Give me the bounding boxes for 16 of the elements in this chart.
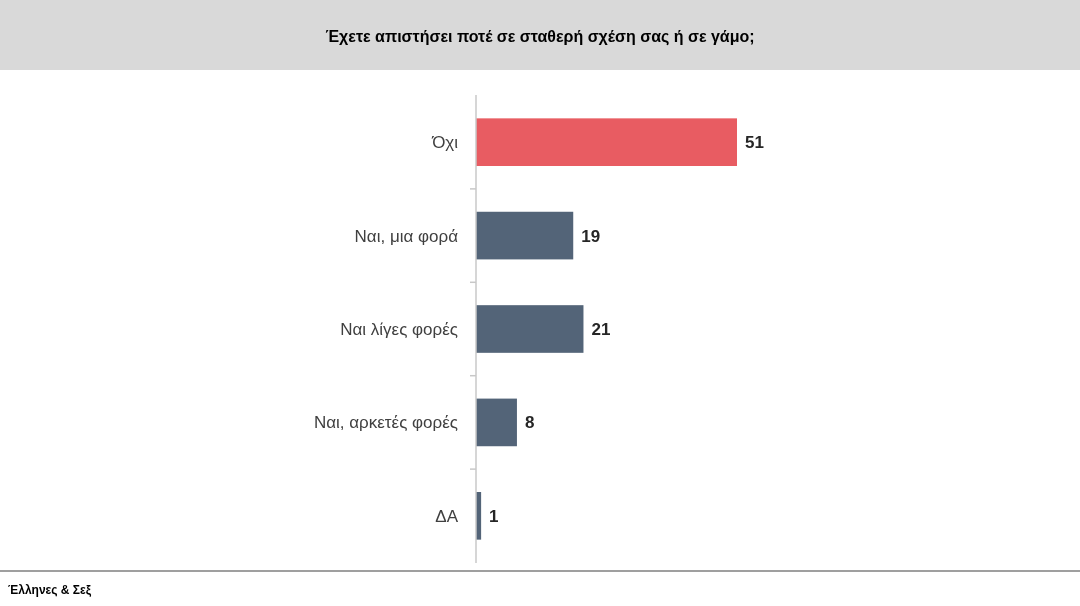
data-label: 51 <box>745 133 764 153</box>
y-tick-label: Ναι, μια φορά <box>354 226 459 246</box>
bar <box>476 211 574 260</box>
data-label: 1 <box>489 506 499 526</box>
text: Έλληνες & Σεξ <box>8 583 92 598</box>
data-label: 8 <box>524 413 535 433</box>
bar <box>476 118 737 166</box>
bar <box>476 305 584 353</box>
y-tick-label: Ναι, αρκετές φορές <box>313 413 458 433</box>
data-label: 21 <box>591 319 611 339</box>
y-tick-label: Όχι <box>431 133 459 153</box>
chart-title: Έχετε απιστήσει ποτέ σε σταθερή σχέση σας ή σε γάμο; <box>325 27 755 46</box>
y-tick-label: ΔΑ <box>435 506 459 526</box>
bar <box>476 398 517 447</box>
y-tick-label: Ναι λίγες φορές <box>340 319 458 339</box>
data-label: 19 <box>581 226 601 246</box>
